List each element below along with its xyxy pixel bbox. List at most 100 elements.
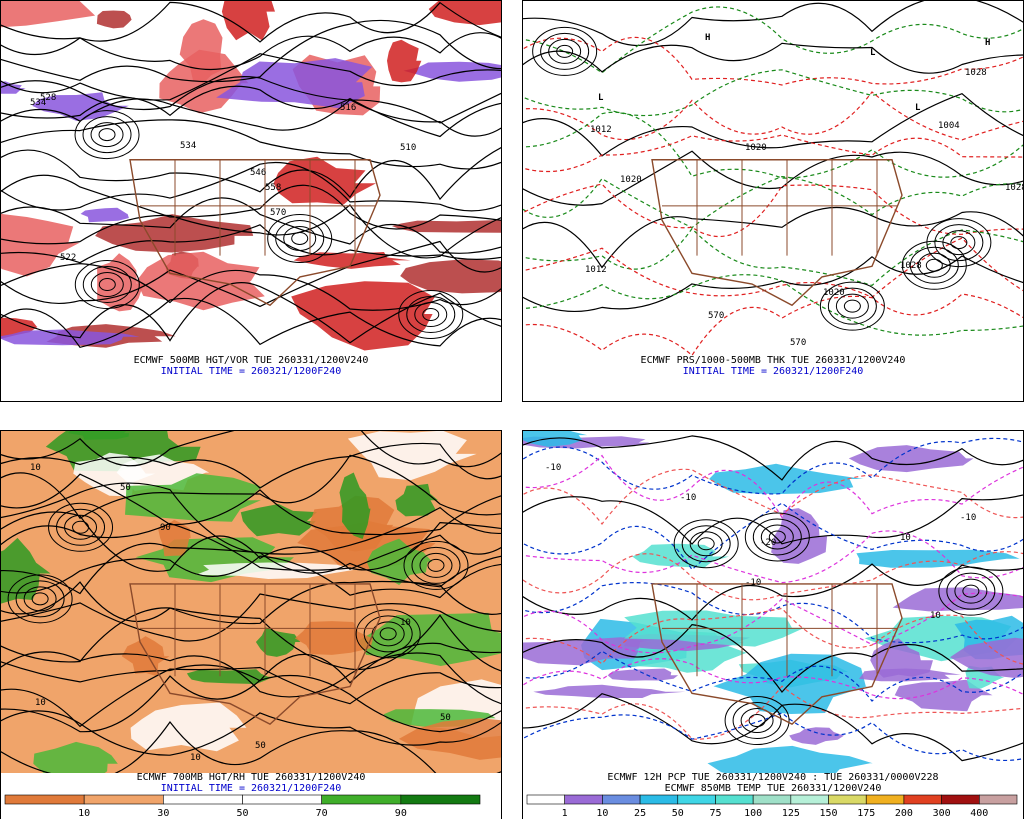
- caption: ECMWF 700MB HGT/RH TUE 260331/1200V240: [137, 772, 366, 783]
- shaded-region: [121, 636, 170, 677]
- closed-contour: [819, 281, 885, 331]
- shaded-region: [1, 317, 38, 339]
- country-border: [651, 583, 903, 725]
- shaded-region: [347, 431, 477, 481]
- contour-line: [523, 454, 1023, 519]
- shaded-region: [186, 669, 274, 684]
- contour-line: [1, 224, 501, 264]
- shaded-region: [398, 718, 501, 760]
- closed-contour: [962, 584, 980, 598]
- shaded-region: [789, 727, 845, 745]
- contour-line: [1, 454, 501, 520]
- contour-line: [523, 150, 1023, 206]
- closed-contour: [843, 299, 861, 313]
- closed-contour: [363, 615, 413, 653]
- contour-label: 516: [340, 103, 356, 113]
- shaded-region: [523, 431, 588, 447]
- shaded-region: [1, 329, 140, 346]
- closed-contour: [355, 609, 421, 659]
- contour-label: 10: [400, 618, 411, 628]
- contour-label: 10: [30, 463, 41, 473]
- colorbar-label: 10: [78, 808, 90, 819]
- contour-line: [1, 442, 501, 489]
- colorbar-label: 400: [970, 808, 988, 819]
- closed-contour: [942, 230, 976, 256]
- colorbar-label: 50: [236, 808, 248, 819]
- contour-line: [523, 592, 1023, 654]
- shaded-region: [196, 562, 355, 579]
- colorbar-swatch: [865, 794, 905, 805]
- contour-line: [1, 720, 501, 773]
- contour-label: 10: [35, 698, 46, 708]
- closed-contour: [82, 116, 132, 154]
- contour-line: [1, 282, 501, 344]
- shaded-region: [358, 612, 501, 666]
- contour-line: [523, 530, 1023, 584]
- contour-line: [1, 642, 501, 684]
- closed-contour: [398, 289, 464, 339]
- colorbar-swatch: [903, 794, 942, 805]
- closed-contour: [744, 512, 810, 562]
- contour-line: [523, 134, 1023, 173]
- closed-contour: [732, 702, 782, 740]
- contour-label: 10: [900, 533, 911, 543]
- contour-line: [1, 147, 501, 201]
- contour-label: -20: [760, 538, 776, 548]
- closed-contour: [98, 278, 116, 292]
- shaded-region: [1, 213, 80, 277]
- closed-contour: [697, 537, 715, 551]
- colorbar-label: 70: [316, 808, 328, 819]
- colorbar-label: 100: [744, 808, 762, 819]
- shaded-region: [713, 653, 868, 714]
- contour-line: [1, 580, 501, 625]
- closed-contour: [7, 574, 73, 624]
- closed-contour: [48, 502, 114, 552]
- contour-line: [523, 658, 1023, 700]
- contour-line: [1, 593, 501, 642]
- shaded-region: [607, 668, 679, 681]
- contour-line: [1, 555, 501, 599]
- shaded-region: [856, 549, 1020, 568]
- contour-label: L: [915, 103, 921, 113]
- contour-label: 534: [30, 98, 46, 108]
- colorbar-swatch: [564, 794, 603, 805]
- contour-line: [523, 685, 1023, 740]
- closed-contour: [901, 240, 967, 290]
- caption: ECMWF 500MB HGT/VOR TUE 260331/1200V240: [134, 355, 369, 366]
- colorbar-swatch: [242, 794, 322, 805]
- colorbar-swatch: [979, 794, 1018, 805]
- contour-label: 1028: [965, 68, 987, 78]
- closed-contour: [371, 621, 405, 647]
- closed-contour: [283, 225, 317, 251]
- map-panel: 10 50 10 90 10 50 10 50 ECMWF 700MB HGT/RH TUE 2…: [0, 430, 502, 820]
- contour-label: 570: [790, 338, 806, 348]
- colorbar-swatch: [400, 794, 481, 805]
- colorbar: 10 30 50 70 90: [4, 794, 481, 819]
- contour-line: [523, 494, 1023, 545]
- contour-label: 50: [440, 713, 451, 723]
- closed-contour: [56, 508, 106, 546]
- contour-label: 10: [190, 753, 201, 763]
- closed-contour: [532, 26, 598, 76]
- colorbar-swatch: [321, 794, 402, 805]
- contour-label: L: [870, 48, 876, 58]
- contour-label: 528: [40, 93, 56, 103]
- contour-label: 1012: [590, 125, 612, 135]
- colorbar-swatch: [752, 794, 792, 805]
- closed-contour: [548, 38, 582, 64]
- map-layer: -10 -10 -20 -10 10 -10 10: [523, 431, 1023, 773]
- shaded-region: [95, 214, 254, 253]
- shaded-region: [400, 259, 501, 294]
- contour-line: [1, 666, 501, 728]
- contour-line: [1, 710, 501, 756]
- colorbar-swatch: [790, 794, 829, 805]
- shaded-region: [157, 519, 191, 557]
- contour-line: [523, 206, 1023, 269]
- colorbar-swatch: [677, 794, 716, 805]
- contour-label: 1028: [900, 261, 922, 271]
- contour-label: H: [705, 33, 710, 43]
- contour-line: [1, 19, 501, 83]
- contour-line: [523, 468, 1023, 525]
- contour-line: [1, 521, 501, 571]
